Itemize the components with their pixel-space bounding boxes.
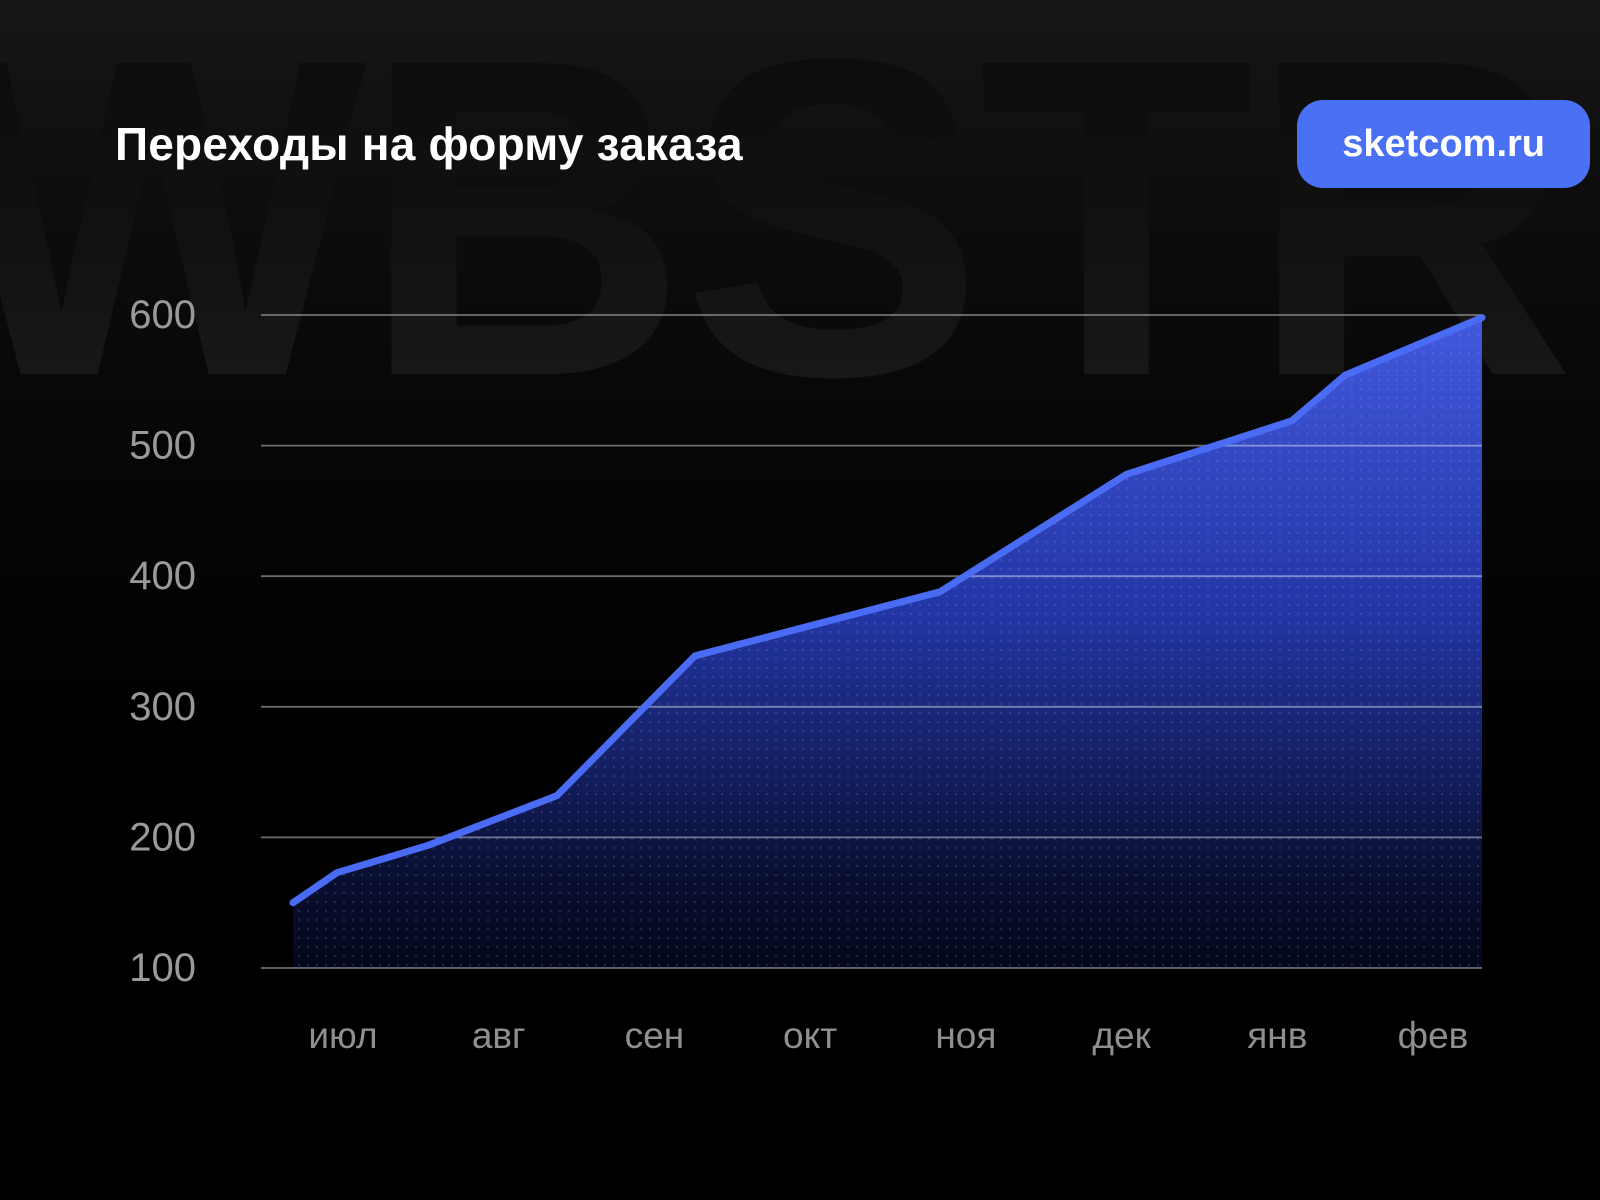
y-axis-label: 300 (129, 685, 196, 729)
y-axis-label: 600 (129, 293, 196, 337)
x-axis-label: янв (1247, 1015, 1307, 1056)
x-axis-label: ноя (935, 1015, 996, 1056)
x-axis-label: сен (625, 1015, 685, 1056)
page-title: Переходы на форму заказа (115, 118, 743, 170)
x-axis-label: авг (472, 1015, 526, 1056)
area-texture (293, 317, 1482, 969)
site-badge[interactable]: sketcom.ru (1297, 100, 1590, 188)
y-axis-label: 100 (129, 946, 196, 990)
y-axis-label: 200 (129, 815, 196, 859)
x-axis-label: фев (1398, 1015, 1469, 1056)
trend-line (289, 314, 1486, 907)
x-axis-label: окт (783, 1015, 837, 1056)
x-axis-label: дек (1092, 1015, 1151, 1056)
y-axis-label: 500 (129, 424, 196, 468)
header: Переходы на форму заказа sketcom.ru (115, 98, 1590, 190)
y-axis-label: 400 (129, 554, 196, 598)
x-axis-label: июл (308, 1015, 377, 1056)
